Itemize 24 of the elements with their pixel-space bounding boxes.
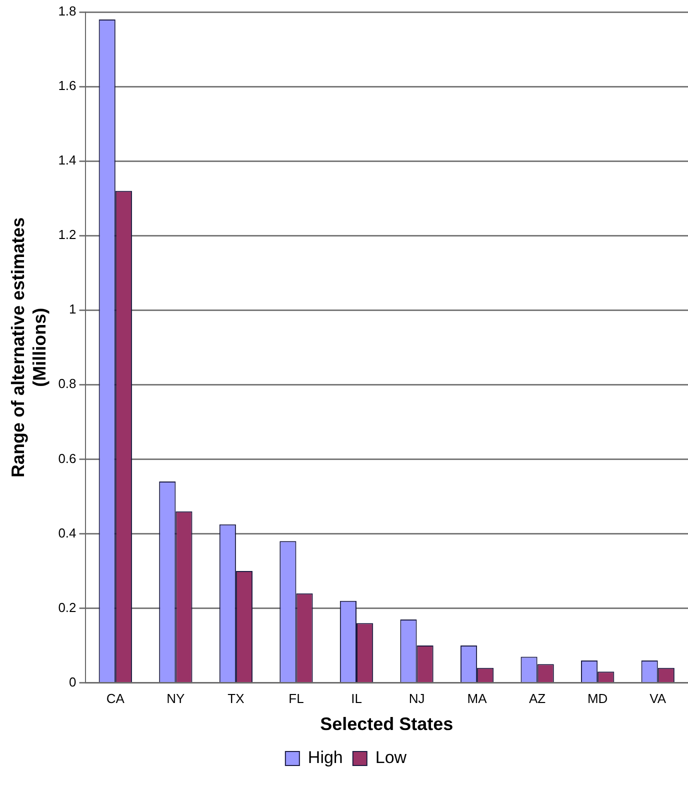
- x-tick-label: MD: [587, 691, 608, 706]
- x-tick-label: CA: [106, 691, 125, 706]
- x-tick-label: IL: [351, 691, 362, 706]
- y-tick-label: 0.8: [58, 376, 76, 392]
- y-tick-label: 1.2: [58, 227, 76, 242]
- y-tick-label: 0.6: [58, 450, 76, 466]
- x-tick-label: NJ: [408, 691, 425, 706]
- x-tick-label: TX: [228, 691, 245, 706]
- x-tick-label: NY: [166, 691, 186, 706]
- y-axis-title: Range of alternative estimates (Millions): [8, 217, 50, 478]
- y-tick-label: 1.8: [58, 4, 76, 19]
- y-tick-label: 0.4: [58, 525, 76, 540]
- legend-label: High: [308, 748, 343, 768]
- y-tick-label: 1.6: [58, 78, 76, 94]
- y-tick-label: 0: [69, 674, 76, 690]
- y-tick-label: 1.4: [58, 152, 76, 168]
- y-tick-label: 0.2: [58, 600, 76, 615]
- y-tick-label: 1: [69, 302, 76, 317]
- x-tick-label: AZ: [529, 691, 546, 706]
- x-axis-title: Selected States: [320, 714, 454, 734]
- legend-label: Low: [375, 748, 408, 768]
- x-tick-label: MA: [467, 691, 488, 706]
- x-tick-label: VA: [650, 691, 666, 706]
- x-tick-label: FL: [288, 691, 304, 706]
